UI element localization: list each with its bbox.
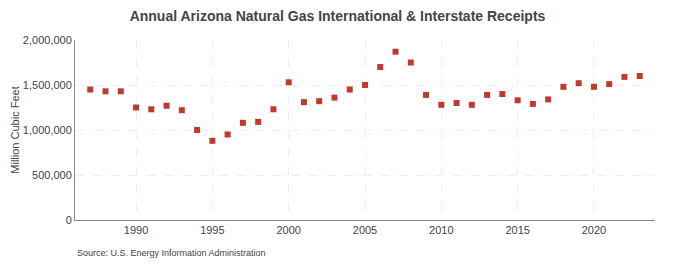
svg-text:2005: 2005 [353,224,377,236]
svg-text:0: 0 [66,214,72,226]
svg-text:1,000,000: 1,000,000 [23,124,72,136]
svg-text:1,500,000: 1,500,000 [23,79,72,91]
svg-text:1995: 1995 [200,224,224,236]
svg-text:500,000: 500,000 [32,169,72,181]
svg-text:2010: 2010 [429,224,453,236]
svg-text:1990: 1990 [124,224,148,236]
svg-text:2015: 2015 [505,224,529,236]
svg-text:2020: 2020 [582,224,606,236]
svg-text:2,000,000: 2,000,000 [23,34,72,46]
svg-text:2000: 2000 [276,224,300,236]
svg-text:Million Cubic Feet: Million Cubic Feet [9,86,21,173]
svg-text:Annual Arizona Natural Gas Int: Annual Arizona Natural Gas International… [130,8,546,24]
svg-text:Source: U.S. Energy Informatio: Source: U.S. Energy Information Administ… [77,248,266,258]
